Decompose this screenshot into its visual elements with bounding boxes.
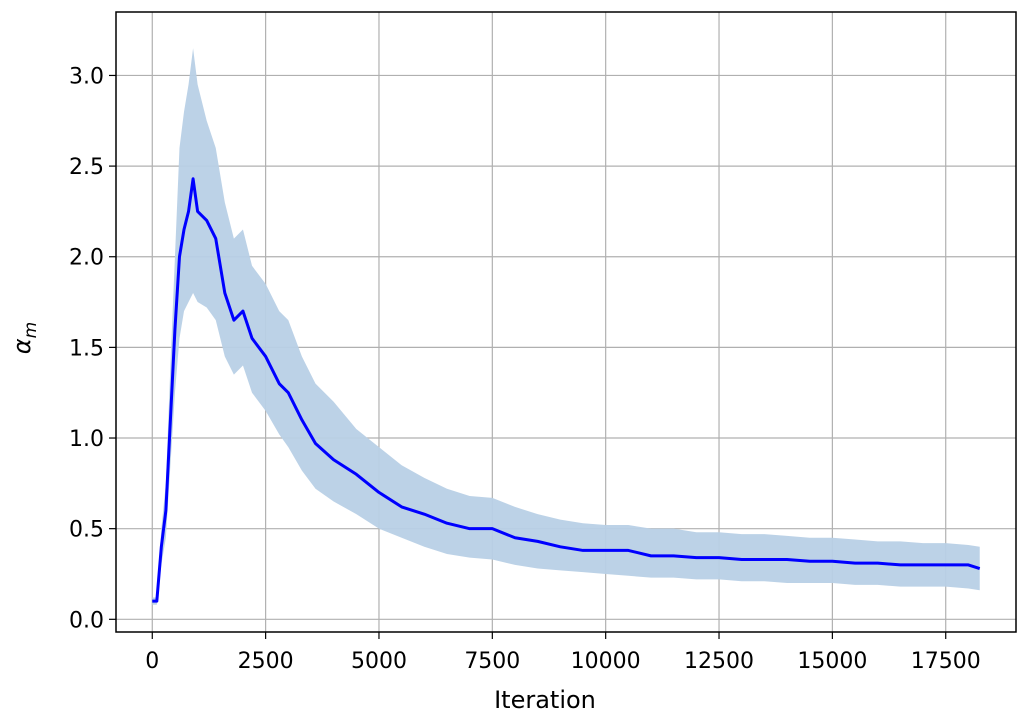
y-tick-label: 1.0: [69, 427, 104, 452]
axis-ticks: 0 2500 5000 7500 10000 12500 15000 17500 0.0 0.5 1…: [69, 64, 981, 674]
x-tick-label: 2500: [238, 649, 294, 674]
y-tick-label: 3.0: [69, 64, 104, 89]
y-axis-label-symbol: α: [8, 338, 36, 354]
series-band: [152, 48, 980, 605]
y-tick-label: 2.0: [69, 246, 104, 271]
x-tick-label: 5000: [351, 649, 407, 674]
x-tick-label: 10000: [571, 649, 641, 674]
plot-frame: [115, 11, 1017, 633]
x-tick-label: 17500: [911, 649, 981, 674]
x-tick-label: 12500: [684, 649, 754, 674]
y-tick-label: 0.0: [69, 608, 104, 633]
confidence-band: [152, 48, 980, 605]
y-axis-label-subscript: m: [21, 322, 41, 339]
y-tick-label: 2.5: [69, 155, 104, 180]
x-axis-label: Iteration: [494, 686, 596, 714]
y-tick-label: 1.5: [69, 336, 104, 361]
x-tick-label: 0: [145, 649, 159, 674]
series-line-path: [152, 177, 981, 603]
x-tick-label: 15000: [797, 649, 867, 674]
x-tick-label: 7500: [464, 649, 520, 674]
y-axis-label: αm: [8, 322, 41, 354]
series-line: [152, 177, 981, 603]
y-tick-label: 0.5: [69, 518, 104, 543]
